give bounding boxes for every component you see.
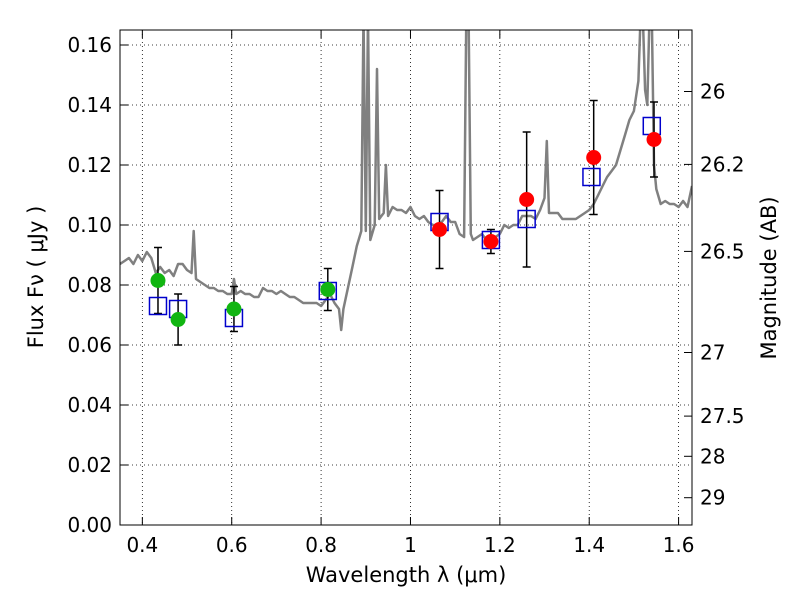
mag-tick-label: 29 <box>700 486 725 510</box>
y-tick-label: 0.04 <box>67 393 112 417</box>
model-square <box>148 296 168 316</box>
mag-tick-label: 26.2 <box>700 152 745 176</box>
x-tick-label: 0.4 <box>126 533 158 557</box>
mag-tick-label: 26.5 <box>700 239 745 263</box>
data-markers <box>148 99 662 346</box>
x-tick-label: 1 <box>404 533 417 557</box>
x-tick-label: 1.2 <box>484 533 516 557</box>
y-tick-label: 0.14 <box>67 93 112 117</box>
x-tick-label: 1.6 <box>663 533 695 557</box>
x-tick-label: 0.6 <box>216 533 248 557</box>
data-point <box>432 222 448 237</box>
y-axis-label: Flux Fν ( μJy ) <box>24 206 48 349</box>
model-spectrum <box>120 30 692 332</box>
data-point <box>586 150 602 165</box>
mag-tick-label: 28 <box>700 444 725 468</box>
data-point <box>646 132 662 147</box>
x-tick-label: 0.8 <box>305 533 337 557</box>
y-tick-label: 0.08 <box>67 273 112 297</box>
x-axis-label: Wavelength λ (μm) <box>306 563 507 587</box>
model-square <box>582 167 601 187</box>
y-tick-label: 0.12 <box>67 153 112 177</box>
data-point <box>320 282 336 297</box>
y-tick-label: 0.06 <box>67 333 112 357</box>
data-point <box>483 234 499 249</box>
mag-tick-label: 26 <box>700 80 725 104</box>
y-tick-label: 0.02 <box>67 453 112 477</box>
y2-axis-label: Magnitude (AB) <box>757 196 781 359</box>
data-point <box>150 273 166 288</box>
data-point <box>170 312 186 327</box>
plot-background <box>120 30 692 525</box>
x-tick-label: 1.4 <box>573 533 605 557</box>
y-tick-label: 0.10 <box>67 213 112 237</box>
data-point <box>519 192 535 207</box>
data-point <box>226 301 242 317</box>
mag-tick-label: 27 <box>700 341 725 365</box>
y-tick-label: 0.00 <box>67 513 112 537</box>
model-square <box>517 209 536 229</box>
y-tick-label: 0.16 <box>67 33 112 57</box>
spectrum-line <box>120 30 692 332</box>
axis-ticks: 0.4 0.6 0.8 1 1.2 1.4 1.6 0.00 0.02 0.04 0.06 0.08 0… <box>67 30 745 557</box>
plot-frame <box>119 29 693 526</box>
mag-tick-label: 27.5 <box>700 404 745 428</box>
